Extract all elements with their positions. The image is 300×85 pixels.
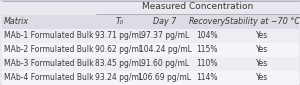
Text: 110%: 110% (196, 59, 218, 68)
Text: 97.37 pg/mL: 97.37 pg/mL (141, 31, 189, 40)
Text: 93.71 pg/mL: 93.71 pg/mL (95, 31, 143, 40)
Text: Yes: Yes (256, 31, 268, 40)
Bar (2, 15, 298, 29)
Text: 114%: 114% (196, 74, 218, 82)
Text: 90.62 pg/mL: 90.62 pg/mL (95, 45, 143, 54)
Text: 93.24 pg/mL: 93.24 pg/mL (95, 74, 143, 82)
Text: Yes: Yes (256, 59, 268, 68)
Text: Yes: Yes (256, 74, 268, 82)
Bar (2, 71, 298, 85)
Text: Recovery: Recovery (188, 17, 226, 26)
Text: MAb-1 Formulated Bulk: MAb-1 Formulated Bulk (4, 31, 93, 40)
Text: 106.69 pg/mL: 106.69 pg/mL (139, 74, 191, 82)
Text: Yes: Yes (256, 45, 268, 54)
Text: T₀: T₀ (115, 17, 123, 26)
Text: MAb-2 Formulated Bulk: MAb-2 Formulated Bulk (4, 45, 93, 54)
Bar (2, 43, 298, 57)
Text: Measured Concentration: Measured Concentration (142, 2, 253, 11)
Text: Stability at −70 °C: Stability at −70 °C (225, 17, 300, 26)
Text: 91.60 pg/mL: 91.60 pg/mL (141, 59, 189, 68)
Text: Day 7: Day 7 (153, 17, 177, 26)
Text: MAb-3 Formulated Bulk: MAb-3 Formulated Bulk (4, 59, 94, 68)
Text: 83.45 pg/mL: 83.45 pg/mL (95, 59, 143, 68)
Bar (2, 29, 298, 43)
Text: 104%: 104% (196, 31, 218, 40)
Text: MAb-4 Formulated Bulk: MAb-4 Formulated Bulk (4, 74, 94, 82)
Text: 104.24 pg/mL: 104.24 pg/mL (139, 45, 191, 54)
Bar (2, 57, 298, 71)
Text: Matrix: Matrix (4, 17, 29, 26)
Text: 115%: 115% (196, 45, 218, 54)
